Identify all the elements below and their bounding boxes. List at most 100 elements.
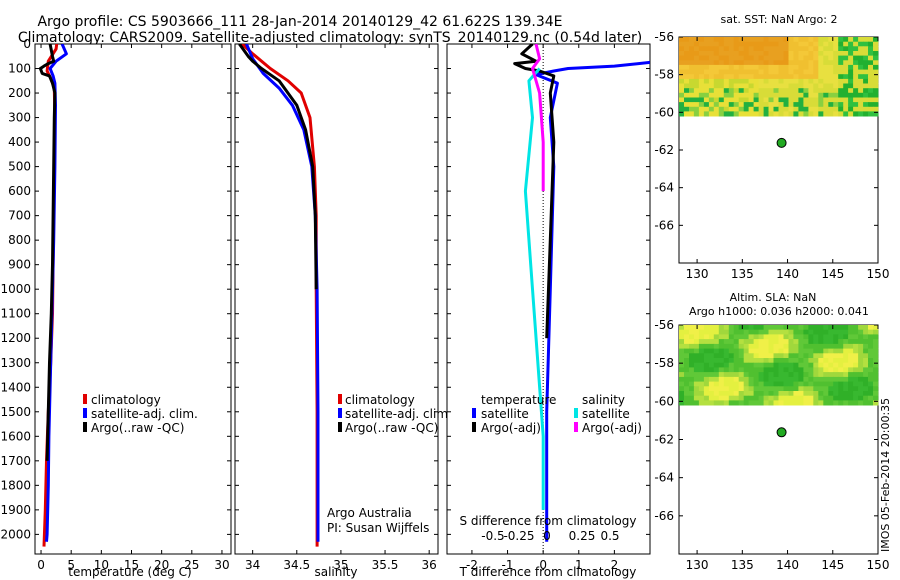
- heatmap-cell: [748, 329, 754, 335]
- heatmap-cell: [738, 69, 745, 75]
- x-tick-label: -1: [502, 558, 514, 572]
- heatmap-cell: [758, 37, 764, 43]
- heatmap-cell: [684, 386, 690, 392]
- heatmap-cell: [828, 391, 834, 397]
- heatmap-cell: [858, 339, 864, 345]
- heatmap-cell: [728, 106, 735, 112]
- heatmap-cell: [758, 329, 764, 335]
- heatmap-cell: [763, 386, 769, 392]
- heatmap-cell: [723, 111, 730, 117]
- heatmap-cell: [823, 325, 829, 331]
- heatmap-cell: [703, 37, 710, 43]
- heatmap-cell: [773, 353, 779, 359]
- heatmap-cell: [753, 391, 759, 397]
- legend-label-climatology: climatology: [91, 393, 161, 407]
- heatmap-cell: [813, 74, 819, 80]
- heatmap-cell: [863, 372, 869, 378]
- heatmap-cell: [818, 395, 824, 401]
- series-line-s-argo-adj-: [531, 44, 545, 192]
- heatmap-cell: [833, 51, 839, 57]
- heatmap-cell: [689, 64, 695, 70]
- heatmap-cell: [738, 46, 745, 52]
- heatmap-cell: [783, 395, 789, 401]
- heatmap-cell: [768, 386, 774, 392]
- heatmap-cell: [818, 343, 824, 349]
- argo-position-marker: [776, 427, 787, 438]
- heatmap-cell: [713, 41, 720, 47]
- sla-map-panel: Altim. SLA: NaN Argo h1000: 0.036 h2000:…: [654, 291, 889, 572]
- heatmap-cell: [798, 381, 804, 387]
- heatmap-cell: [698, 358, 705, 364]
- heatmap-cell: [753, 334, 759, 340]
- heatmap-cell: [743, 78, 750, 84]
- x-tick-label: 15: [124, 558, 139, 572]
- heatmap-cell: [813, 329, 819, 335]
- heatmap-cell: [689, 348, 695, 354]
- heatmap-cell: [718, 106, 725, 112]
- salinity-legend: climatology satellite-adj. clim. Argo(..…: [338, 393, 452, 435]
- heatmap-cell: [693, 106, 700, 112]
- title-line2: Climatology: CARS2009. Satellite-adjuste…: [18, 30, 642, 46]
- heatmap-cell: [728, 102, 735, 108]
- legend-swatch-satellite: [83, 408, 87, 418]
- heatmap-cell: [873, 381, 879, 387]
- heatmap-cell: [768, 334, 774, 340]
- heatmap-cell: [793, 41, 799, 47]
- heatmap-cell: [868, 372, 874, 378]
- heatmap-cell: [778, 78, 784, 84]
- heatmap-cell: [679, 37, 685, 43]
- heatmap-cell: [684, 46, 690, 52]
- heatmap-cell: [833, 367, 839, 373]
- heatmap-cell: [768, 88, 774, 94]
- heatmap-cell: [684, 362, 690, 368]
- heatmap-cell: [813, 37, 819, 43]
- heatmap-cell: [733, 339, 740, 345]
- heatmap-cell: [798, 386, 804, 392]
- heatmap-cell: [728, 92, 735, 98]
- heatmap-cell: [863, 64, 869, 70]
- heatmap-cell: [833, 358, 839, 364]
- heatmap-cell: [793, 64, 799, 70]
- heatmap-cell: [718, 358, 725, 364]
- heatmap-cell: [788, 329, 794, 335]
- heatmap-cell: [803, 367, 809, 373]
- heatmap-cell: [778, 97, 784, 103]
- heatmap-cell: [728, 381, 735, 387]
- heatmap-cell: [828, 41, 834, 47]
- t-diff-ticks: -2 -1 0 1 2: [466, 44, 618, 572]
- heatmap-cell: [743, 106, 750, 112]
- heatmap-cell: [768, 51, 774, 57]
- heatmap-cell: [813, 46, 819, 52]
- legend-label-satellite: satellite-adj. clim.: [91, 407, 198, 421]
- heatmap-cell: [783, 102, 789, 108]
- heatmap-cell: [748, 51, 754, 57]
- heatmap-cell: [684, 106, 690, 112]
- heatmap-cell: [798, 64, 804, 70]
- heatmap-cell: [698, 102, 705, 108]
- temperature-lines: [38, 44, 68, 547]
- heatmap-cell: [843, 111, 849, 117]
- heatmap-cell: [758, 74, 764, 80]
- heatmap-cell: [763, 339, 769, 345]
- heatmap-cell: [853, 391, 859, 397]
- heatmap-cell: [748, 92, 754, 98]
- heatmap-cell: [778, 400, 784, 406]
- heatmap-cell: [689, 343, 695, 349]
- heatmap-cell: [848, 64, 854, 70]
- heatmap-cell: [743, 69, 750, 75]
- heatmap-cell: [718, 348, 725, 354]
- heatmap-cell: [718, 51, 725, 57]
- heatmap-cell: [788, 88, 794, 94]
- heatmap-cell: [783, 78, 789, 84]
- x-tick-label: 35: [333, 558, 348, 572]
- heatmap-cell: [838, 362, 844, 368]
- heatmap-cell: [778, 111, 784, 117]
- heatmap-cell: [713, 64, 720, 70]
- heatmap-cell: [768, 353, 774, 359]
- heatmap-cell: [848, 97, 854, 103]
- heatmap-cell: [748, 386, 754, 392]
- heatmap-cell: [708, 97, 715, 103]
- heatmap-cell: [823, 111, 829, 117]
- heatmap-cell: [873, 395, 879, 401]
- heatmap-cell: [793, 358, 799, 364]
